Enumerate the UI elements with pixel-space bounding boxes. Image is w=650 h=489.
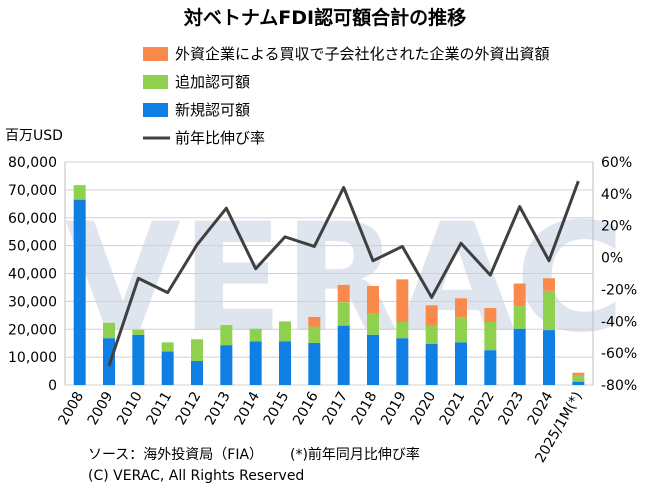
x-tick-label: 2008 [55, 389, 87, 428]
bar-segment-series-1 [191, 361, 203, 385]
x-tick-label: 2022 [466, 389, 498, 428]
x-tick-label: 2018 [349, 389, 381, 428]
x-tick-label: 2010 [114, 389, 146, 428]
legend: 外資企業による買収で子会社化された企業の外資出資額追加認可額新規認可額前年比伸び… [143, 45, 550, 147]
bar-segment-series-2 [513, 306, 526, 329]
y-tick-label: 20,000 [8, 322, 57, 338]
y-tick-label: 70,000 [8, 183, 57, 199]
y-tick-label: 10,000 [8, 350, 57, 366]
y2-tick-label: -80% [601, 378, 637, 394]
bar-series [73, 185, 585, 385]
x-tick-label: 2023 [495, 389, 527, 428]
bar-segment-series-1 [161, 351, 174, 385]
legend-label: 追加認可額 [175, 73, 250, 91]
bar-segment-series-1 [396, 338, 409, 385]
y2-tick-label: -40% [601, 314, 637, 330]
y-tick-label: 80,000 [8, 155, 57, 171]
y-tick-label: 50,000 [8, 239, 57, 255]
growth-line [107, 180, 580, 367]
y-axis-unit: 百万USD [5, 128, 63, 144]
bar-segment-series-3 [455, 298, 467, 318]
legend-label: 外資企業による買収で子会社化された企業の外資出資額 [175, 45, 550, 63]
bar-segment-series-2 [103, 322, 115, 339]
bar-segment-series-2 [425, 325, 438, 345]
x-tick-label: 2013 [202, 389, 234, 428]
y2-axis-ticks: -80% -60% -40% -20% 0% 20% 40% 60% [601, 155, 637, 394]
y2-tick-label: -60% [601, 346, 637, 362]
chart-title: 対ベトナムFDI認可額合計の推移 [183, 6, 466, 29]
footer-source: ソース：海外投資局（FIA） [88, 447, 263, 463]
bar-segment-series-1 [484, 350, 497, 385]
bar-segment-series-3 [425, 305, 438, 326]
bar-segment-series-1 [572, 381, 585, 385]
bar-segment-series-1 [73, 199, 86, 385]
legend-swatch [143, 47, 168, 61]
y-axis-ticks: 0 10,000 20,000 30,000 40,000 50,000 60,000 70,… [8, 155, 57, 394]
bar-segment-series-2 [337, 302, 350, 326]
x-tick-label: 2015 [261, 389, 293, 428]
bar-segment-series-3 [308, 316, 321, 327]
bar-segment-series-2 [572, 374, 585, 382]
bar-segment-series-2 [161, 342, 174, 352]
y2-tick-label: -20% [601, 282, 637, 298]
x-tick-label: 2020 [407, 389, 439, 428]
footer-note: (*)前年同月比伸び率 [290, 446, 420, 463]
bar-segment-series-1 [337, 325, 350, 385]
x-tick-label: 2019 [378, 389, 410, 428]
gridlines [64, 161, 594, 386]
y2-tick-label: 60% [601, 155, 632, 171]
legend-swatch [143, 103, 168, 117]
bar-segment-series-3 [337, 284, 350, 303]
bar-segment-series-1 [220, 345, 233, 385]
legend-label: 新規認可額 [175, 101, 250, 119]
bar-segment-series-1 [367, 334, 379, 385]
bar-segment-series-1 [455, 342, 467, 385]
bar-segment-series-2 [132, 329, 145, 335]
bar-segment-series-2 [455, 317, 467, 343]
bar-segment-series-3 [367, 286, 379, 314]
bar-segment-series-2 [367, 313, 379, 335]
legend-swatch [143, 75, 168, 89]
bar-segment-series-3 [513, 283, 526, 307]
x-tick-label: 2012 [173, 389, 205, 428]
y-tick-label: 30,000 [8, 294, 57, 310]
bar-segment-series-1 [308, 342, 321, 385]
y-tick-label: 60,000 [8, 211, 57, 227]
bar-segment-series-1 [513, 328, 526, 385]
bar-segment-series-2 [543, 290, 555, 331]
bar-segment-series-2 [220, 325, 233, 346]
bar-segment-series-2 [249, 328, 262, 342]
bar-segment-series-2 [191, 339, 203, 362]
bar-segment-series-2 [279, 321, 291, 342]
bar-segment-series-2 [308, 326, 321, 343]
bar-segment-series-3 [572, 372, 585, 375]
y-tick-label: 40,000 [8, 267, 57, 283]
x-tick-label: 2014 [231, 389, 263, 428]
x-tick-label: 2017 [319, 389, 351, 428]
y2-tick-label: 0% [601, 251, 623, 267]
bar-segment-series-2 [484, 322, 497, 351]
growth-line-series [107, 180, 580, 367]
footer-copyright: (C) VERAC, All Rights Reserved [88, 468, 304, 484]
y2-tick-label: 20% [601, 219, 632, 235]
x-tick-label: 2009 [85, 389, 117, 428]
bar-segment-series-2 [396, 322, 409, 339]
bar-segment-series-3 [484, 308, 497, 323]
bar-segment-series-3 [396, 279, 409, 323]
bar-segment-series-1 [543, 330, 555, 385]
bar-segment-series-3 [543, 278, 555, 291]
x-tick-label: 2021 [437, 389, 469, 428]
y-tick-label: 0 [48, 378, 57, 394]
bar-segment-series-1 [249, 341, 262, 385]
bar-segment-series-1 [279, 341, 291, 385]
bar-segment-series-1 [132, 334, 145, 385]
x-tick-label: 2016 [290, 389, 322, 428]
bar-segment-series-2 [73, 185, 86, 200]
y2-tick-label: 40% [601, 187, 632, 203]
bar-segment-series-1 [425, 344, 438, 385]
legend-label: 前年比伸び率 [175, 129, 265, 147]
x-tick-label: 2011 [143, 389, 175, 428]
